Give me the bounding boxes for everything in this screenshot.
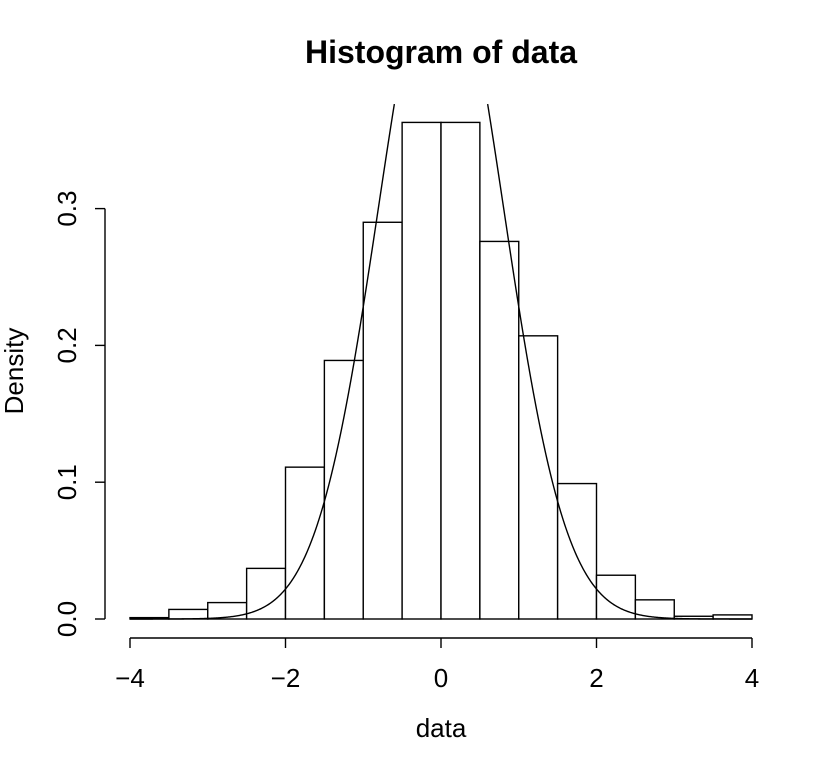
y-axis-label: Density xyxy=(0,328,29,415)
x-tick-label: 0 xyxy=(434,663,448,693)
x-tick-label: −2 xyxy=(271,663,301,693)
histogram-bar xyxy=(245,567,287,620)
histogram-bar xyxy=(284,466,326,620)
histogram-bar xyxy=(168,608,209,620)
histogram-bar xyxy=(440,121,481,620)
x-axis-label: data xyxy=(416,713,467,743)
histogram-bar xyxy=(479,240,520,620)
x-tick-label: 4 xyxy=(745,663,759,693)
histogram-bar xyxy=(401,121,442,620)
y-tick-label: 0.0 xyxy=(52,601,82,637)
x-tick-label: −4 xyxy=(115,663,145,693)
chart-title: Histogram of data xyxy=(305,34,577,70)
histogram-bars xyxy=(129,121,753,620)
histogram-bar xyxy=(634,599,675,620)
x-axis: −4 −2 0 2 4 xyxy=(115,637,759,693)
x-tick-label: 2 xyxy=(589,663,603,693)
histogram-bar xyxy=(556,482,598,620)
histogram-bar xyxy=(323,359,364,620)
y-tick-label: 0.2 xyxy=(52,327,82,363)
y-tick-label: 0.1 xyxy=(52,464,82,500)
density-curve xyxy=(130,103,752,620)
y-tick-label: 0.3 xyxy=(52,191,82,227)
histogram-bar xyxy=(362,221,403,620)
y-axis: 0.0 0.1 0.2 0.3 xyxy=(52,191,106,637)
